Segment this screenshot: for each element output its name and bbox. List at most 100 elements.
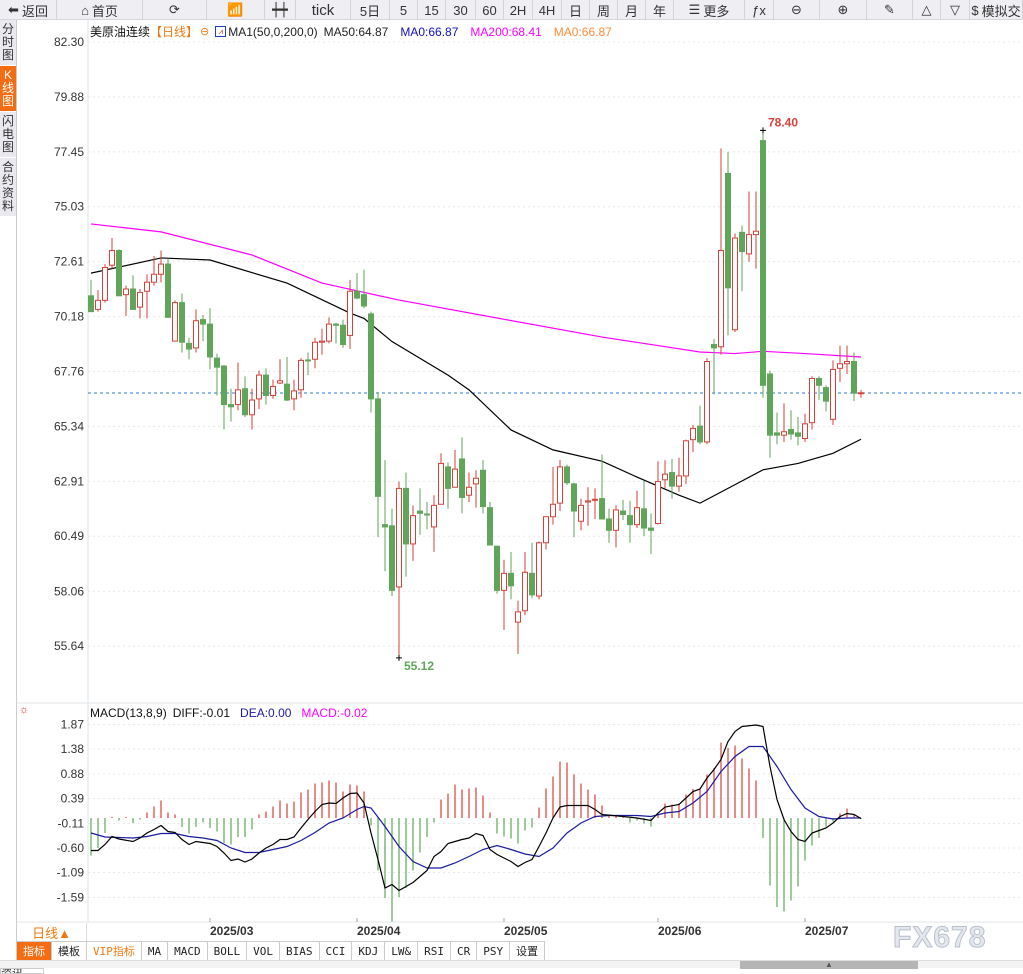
indicator-tab-vol[interactable]: VOL (247, 942, 280, 960)
period-selector[interactable]: 日线▲ (17, 923, 87, 941)
toolbar-btn-13[interactable]: 日 (562, 0, 590, 20)
indicator-tab-psy[interactable]: PSY (477, 942, 511, 960)
indicator-tab-rsi[interactable]: RSI (418, 942, 451, 960)
candle (816, 376, 822, 401)
indicator-tab-模板[interactable]: 模板 (52, 942, 87, 960)
candle-body (396, 487, 402, 588)
toolbar-btn-9[interactable]: 30 (446, 0, 476, 20)
left-tab-1[interactable]: K线图 (0, 66, 16, 112)
horizontal-scrollbar[interactable]: ▲ (0, 960, 1023, 969)
candle (655, 461, 661, 525)
candle-body (340, 324, 346, 346)
candle-body (823, 387, 829, 402)
toolbar-btn-5[interactable]: tick (296, 0, 351, 20)
macd-tick-label: 1.38 (61, 742, 85, 756)
toolbar-btn-10[interactable]: 60 (476, 0, 504, 20)
candle-body (683, 440, 689, 477)
candle (515, 600, 521, 654)
macd-settings-icon[interactable]: ☼ (19, 704, 30, 716)
info-tab[interactable]: 资讯 (0, 968, 44, 974)
candle-body (88, 295, 94, 313)
indicator-tab-vip指标[interactable]: VIP指标 (87, 942, 142, 960)
indicator-tab-lw&[interactable]: LW& (385, 942, 419, 960)
triangle-up-button[interactable]: △ (913, 0, 941, 20)
candle-body (501, 572, 507, 591)
left-tab-3[interactable]: 合约资料 (0, 158, 16, 217)
toolbar-label: 周 (596, 3, 610, 19)
candle-body (109, 249, 115, 266)
candle (711, 338, 717, 395)
zoom-out-button[interactable]: ⊖ (774, 0, 820, 20)
scrollbar-thumb[interactable]: ▲ (740, 961, 918, 969)
indicator-tab-macd[interactable]: MACD (168, 942, 208, 960)
price-tick-label: 65.34 (54, 419, 84, 433)
refresh-button[interactable]: ⟳ (143, 0, 207, 20)
toolbar-btn-14[interactable]: 周 (590, 0, 618, 20)
zoom-in-button[interactable]: ⊕ (820, 0, 867, 20)
indicator-name[interactable]: MA1(50,0,200,0) (228, 24, 318, 39)
toolbar-label: 年 (652, 3, 666, 19)
date-tick-label: 2025/03 (210, 924, 254, 938)
candle (844, 345, 850, 374)
toolbar-back-arrow-icon-0[interactable]: ⬅ 返回 (0, 0, 57, 20)
candle-body (585, 500, 591, 503)
period-label: 【日线】 (150, 25, 199, 39)
candle (228, 388, 234, 422)
candle (753, 191, 759, 269)
bar-chart-button[interactable]: 📶 (207, 0, 265, 20)
toolbar-label: 5日 (359, 3, 381, 19)
indicator-tab-kdj[interactable]: KDJ (352, 942, 386, 960)
candle-body (291, 390, 297, 400)
toolbar-btn-8[interactable]: 15 (418, 0, 446, 20)
indicator-tab-ma[interactable]: MA (142, 942, 169, 960)
price-tick-label: 70.18 (54, 310, 84, 324)
candle-body (697, 425, 703, 443)
indicator-tab-指标[interactable]: 指标 (17, 942, 52, 960)
indicator-tab-boll[interactable]: BOLL (208, 942, 248, 960)
watermark-logo: FX678 (892, 921, 987, 955)
candle (452, 449, 458, 488)
candle (179, 293, 185, 353)
date-tick-label: 2025/04 (357, 924, 401, 938)
candle-body (151, 273, 157, 283)
toolbar-btn-11[interactable]: 2H (504, 0, 533, 20)
candle-body (774, 432, 780, 436)
candle-body (669, 472, 675, 487)
toolbar-menu-icon-17[interactable]: ☰ 更多 (674, 0, 745, 20)
candle (298, 358, 304, 398)
pen-draw-button[interactable]: ✎ (867, 0, 913, 20)
candle (389, 508, 395, 597)
triangle-down-button[interactable]: ▽ (941, 0, 970, 20)
candle-body (655, 481, 661, 525)
formula-fx-button[interactable]: ƒx (745, 0, 774, 20)
bar-chart-icon: 📶 (227, 2, 244, 17)
indicator-chart-icon[interactable]: ⩘ (215, 26, 227, 37)
candle (137, 288, 143, 319)
toolbar-label: 5 (399, 2, 408, 18)
toolbar-btn-15[interactable]: 月 (618, 0, 646, 20)
indicator-tab-设置[interactable]: 设置 (510, 942, 546, 960)
candle (326, 317, 332, 344)
dollar-icon: $ (971, 2, 979, 18)
ma50-line (90, 257, 862, 504)
candle-body (403, 487, 409, 545)
left-tab-2[interactable]: 闪电图 (0, 112, 16, 158)
indicator-tab-cr[interactable]: CR (451, 942, 478, 960)
candle-body (746, 234, 752, 255)
candle (102, 264, 108, 303)
candle-body (662, 473, 668, 481)
macd-name[interactable]: MACD(13,8,9) (90, 706, 167, 720)
candlestick-button[interactable]: ┿┿ (265, 0, 296, 20)
toolbar-btn-16[interactable]: 年 (646, 0, 674, 20)
toolbar-btn-7[interactable]: 5 (390, 0, 418, 20)
indicator-tab-bias[interactable]: BIAS (280, 942, 320, 960)
toolbar-btn-12[interactable]: 4H (533, 0, 562, 20)
settings-circle-icon[interactable]: ⊖ (200, 26, 210, 38)
candle-body (809, 378, 815, 424)
toolbar-home-icon-1[interactable]: ⌂ 首页 (57, 0, 143, 20)
toolbar-btn-6[interactable]: 5日 (351, 0, 390, 20)
indicator-tab-cci[interactable]: CCI (320, 942, 353, 960)
candle-body (690, 427, 696, 441)
left-tab-0[interactable]: 分时图 (0, 20, 16, 66)
